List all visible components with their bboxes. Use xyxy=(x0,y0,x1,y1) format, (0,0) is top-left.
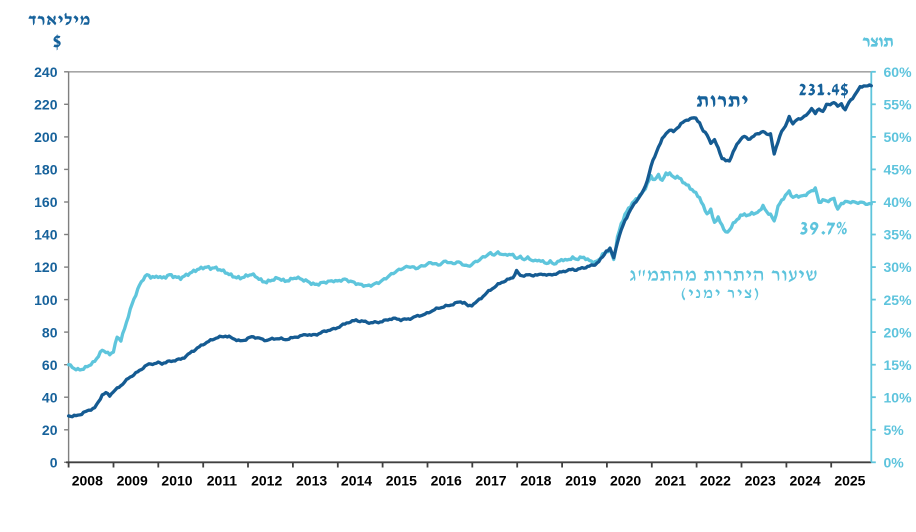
svg-text:240: 240 xyxy=(34,64,58,80)
svg-text:55%: 55% xyxy=(884,97,913,113)
svg-text:2008: 2008 xyxy=(72,473,103,489)
svg-text:2021: 2021 xyxy=(655,473,686,489)
svg-text:220: 220 xyxy=(34,97,58,113)
svg-text:2023: 2023 xyxy=(745,473,776,489)
svg-text:80: 80 xyxy=(42,324,58,340)
svg-text:30%: 30% xyxy=(884,259,913,275)
svg-text:20%: 20% xyxy=(884,324,913,340)
svg-text:2011: 2011 xyxy=(207,473,238,489)
svg-text:50%: 50% xyxy=(884,129,913,145)
svg-text:160: 160 xyxy=(34,194,58,210)
svg-text:40%: 40% xyxy=(884,194,913,210)
svg-text:20: 20 xyxy=(42,422,58,438)
svg-text:0: 0 xyxy=(50,455,58,471)
svg-text:40: 40 xyxy=(42,389,58,405)
svg-text:5%: 5% xyxy=(884,422,905,438)
svg-text:100: 100 xyxy=(34,292,58,308)
svg-text:200: 200 xyxy=(34,129,58,145)
svg-text:35%: 35% xyxy=(884,227,913,243)
svg-text:2016: 2016 xyxy=(431,473,462,489)
svg-text:15%: 15% xyxy=(884,357,913,373)
svg-text:0%: 0% xyxy=(884,455,905,471)
svg-text:2018: 2018 xyxy=(520,473,551,489)
svg-text:2019: 2019 xyxy=(565,473,596,489)
svg-text:2013: 2013 xyxy=(296,473,327,489)
svg-text:2022: 2022 xyxy=(700,473,731,489)
svg-text:45%: 45% xyxy=(884,162,913,178)
svg-text:2024: 2024 xyxy=(790,473,821,489)
svg-text:25%: 25% xyxy=(884,292,913,308)
svg-text:140: 140 xyxy=(34,227,58,243)
svg-text:120: 120 xyxy=(34,259,58,275)
svg-text:2012: 2012 xyxy=(251,473,282,489)
svg-text:2009: 2009 xyxy=(117,473,148,489)
svg-text:2017: 2017 xyxy=(475,473,506,489)
svg-text:2025: 2025 xyxy=(834,473,865,489)
svg-text:10%: 10% xyxy=(884,389,913,405)
svg-text:180: 180 xyxy=(34,162,58,178)
svg-text:2014: 2014 xyxy=(341,473,372,489)
svg-text:2015: 2015 xyxy=(386,473,417,489)
svg-text:2010: 2010 xyxy=(161,473,192,489)
svg-text:2020: 2020 xyxy=(610,473,641,489)
svg-text:60%: 60% xyxy=(884,64,913,80)
svg-text:60: 60 xyxy=(42,357,58,373)
